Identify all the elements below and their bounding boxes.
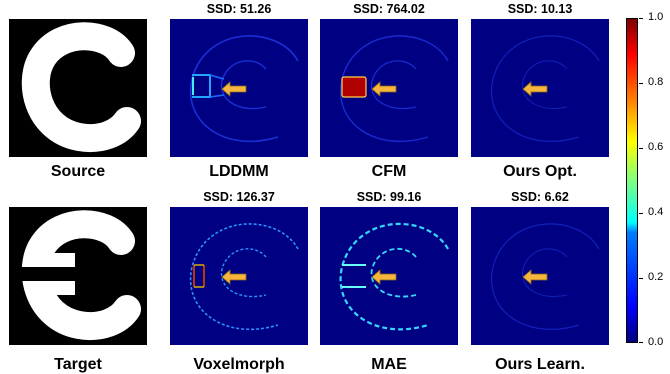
arrow-icon xyxy=(522,269,548,285)
mae-ssd: SSD: 99.16 xyxy=(356,190,422,204)
colorbar-tick-0-2: 0.2 xyxy=(648,271,664,283)
mae-label: MAE xyxy=(371,356,407,373)
ours-learn-ssd: SSD: 6.62 xyxy=(511,190,569,204)
arrow-icon xyxy=(371,81,397,97)
lddmm-ssd: SSD: 51.26 xyxy=(206,2,272,16)
colorbar-tick-0-8: 0.8 xyxy=(648,76,664,88)
target-image xyxy=(9,207,147,345)
lddmm-label: LDDMM xyxy=(209,163,269,180)
source-label: Source xyxy=(50,163,106,180)
colorbar-tick-1-0: 1.0 xyxy=(648,11,664,23)
ours-opt-ssd: SSD: 10.13 xyxy=(507,2,573,16)
ours-learn-error-map xyxy=(471,207,609,345)
voxelmorph-error-map xyxy=(170,207,308,345)
ours-learn-label: Ours Learn. xyxy=(495,356,585,373)
cfm-ssd: SSD: 764.02 xyxy=(353,2,425,16)
colorbar-tick-0-6: 0.6 xyxy=(648,141,664,153)
ours-opt-error-map xyxy=(471,19,609,157)
target-label: Target xyxy=(54,356,102,373)
arrow-icon xyxy=(371,269,397,285)
colorbar-tick-0-0: 0.0 xyxy=(648,336,664,348)
ours-opt-label: Ours Opt. xyxy=(503,163,577,180)
arrow-icon xyxy=(221,81,247,97)
arrow-icon xyxy=(221,269,247,285)
colorbar xyxy=(626,18,638,343)
arrow-icon xyxy=(522,81,548,97)
cfm-error-map xyxy=(320,19,458,157)
voxelmorph-ssd: SSD: 126.37 xyxy=(203,190,275,204)
lddmm-error-map xyxy=(170,19,308,157)
source-image xyxy=(9,19,147,157)
mae-error-map xyxy=(320,207,458,345)
cfm-label: CFM xyxy=(371,163,407,180)
colorbar-tick-0-4: 0.4 xyxy=(648,206,664,218)
voxelmorph-label: Voxelmorph xyxy=(193,356,285,373)
